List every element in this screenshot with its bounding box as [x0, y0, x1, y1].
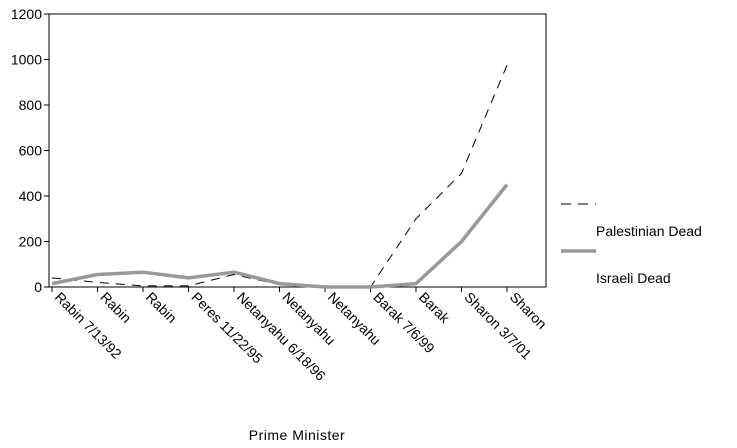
y-tick-label: 600 — [19, 143, 43, 159]
y-tick-label: 0 — [34, 279, 42, 295]
israeli-dead-line — [51, 183, 509, 289]
palestinian-dead-line — [51, 65, 508, 288]
legend-label: Palestinian Dead — [596, 223, 702, 239]
y-tick-label: 1000 — [11, 52, 42, 68]
x-axis-title: Prime Minister — [249, 427, 345, 443]
legend: Palestinian Dead Israeli Dead — [561, 203, 702, 286]
x-tick-label: Sharon — [507, 289, 550, 332]
y-tick-label: 800 — [19, 97, 43, 113]
series-lines — [51, 65, 509, 289]
y-tick-label: 1200 — [11, 6, 42, 22]
y-tick-label: 200 — [19, 234, 43, 250]
y-axis-ticks: 0 200 400 600 800 1000 1200 — [11, 6, 49, 295]
y-tick-label: 400 — [19, 188, 43, 204]
plot-frame — [48, 13, 547, 288]
x-tick-label: Rabin — [97, 289, 134, 326]
axes — [48, 13, 547, 288]
x-tick-label: Rabin — [143, 289, 180, 326]
x-tick-label: Barak — [416, 289, 454, 327]
legend-label: Israeli Dead — [596, 270, 671, 286]
